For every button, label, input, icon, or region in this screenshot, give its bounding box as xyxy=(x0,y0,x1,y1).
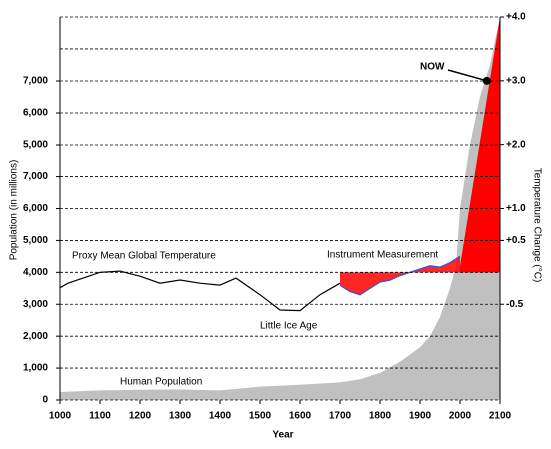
y-tick-label: 2,000 xyxy=(23,331,48,342)
y-tick-label: 7,000 xyxy=(23,171,48,182)
y-tick-label: 1,000 xyxy=(23,363,48,374)
x-tick-label: 1500 xyxy=(249,411,272,422)
temperature-line xyxy=(59,270,341,312)
y-tick-label: 5,000 xyxy=(23,235,48,246)
x-tick-label: 1700 xyxy=(329,411,352,422)
x-tick-label: 1800 xyxy=(369,411,392,422)
x-tick-label: 1900 xyxy=(409,411,432,422)
series-label: Human Population xyxy=(120,377,202,388)
y-axis-label: Population (in millions) xyxy=(9,160,20,261)
series-label: Instrument Measurement xyxy=(327,250,438,261)
x-tick-label: 1000 xyxy=(49,411,72,422)
y-tick-label: 4,000 xyxy=(23,267,48,278)
x-tick-label: 2100 xyxy=(489,411,512,422)
y2-tick-label: -0.5 xyxy=(506,299,524,310)
y-tick-label: 7,000 xyxy=(23,76,48,87)
y-tick-label: 3,000 xyxy=(23,299,48,310)
x-tick-label: 2000 xyxy=(449,411,472,422)
y2-tick-label: +3.0 xyxy=(506,75,526,86)
instrument-line xyxy=(339,255,461,296)
y2-tick-label: +1.0 xyxy=(506,203,526,214)
x-tick-label: 1600 xyxy=(289,411,312,422)
y-tick-label: 6,000 xyxy=(23,108,48,119)
y-tick-label: 6,000 xyxy=(23,203,48,214)
y-tick-label: 0 xyxy=(42,395,48,406)
x-tick-label: 1400 xyxy=(209,411,232,422)
y2-axis-label: Temperature Change (°C) xyxy=(531,168,542,283)
y-tick-label: 5,000 xyxy=(23,140,48,151)
x-axis-label: Year xyxy=(272,430,293,441)
y2-tick-label: +0.5 xyxy=(506,235,526,246)
x-tick-label: 1100 xyxy=(89,411,111,422)
y2-tick-label: +4.0 xyxy=(506,12,526,23)
annotation: NOW xyxy=(420,62,445,73)
series-label: Proxy Mean Global Temperature xyxy=(72,251,216,262)
annotation-arrow xyxy=(447,69,488,82)
now-point xyxy=(482,76,491,85)
x-tick-label: 1200 xyxy=(129,411,152,422)
x-tick-label: 1300 xyxy=(169,411,192,422)
annotation: Little Ice Age xyxy=(260,321,318,332)
population-area xyxy=(60,17,500,400)
y2-tick-label: +2.0 xyxy=(506,139,526,150)
